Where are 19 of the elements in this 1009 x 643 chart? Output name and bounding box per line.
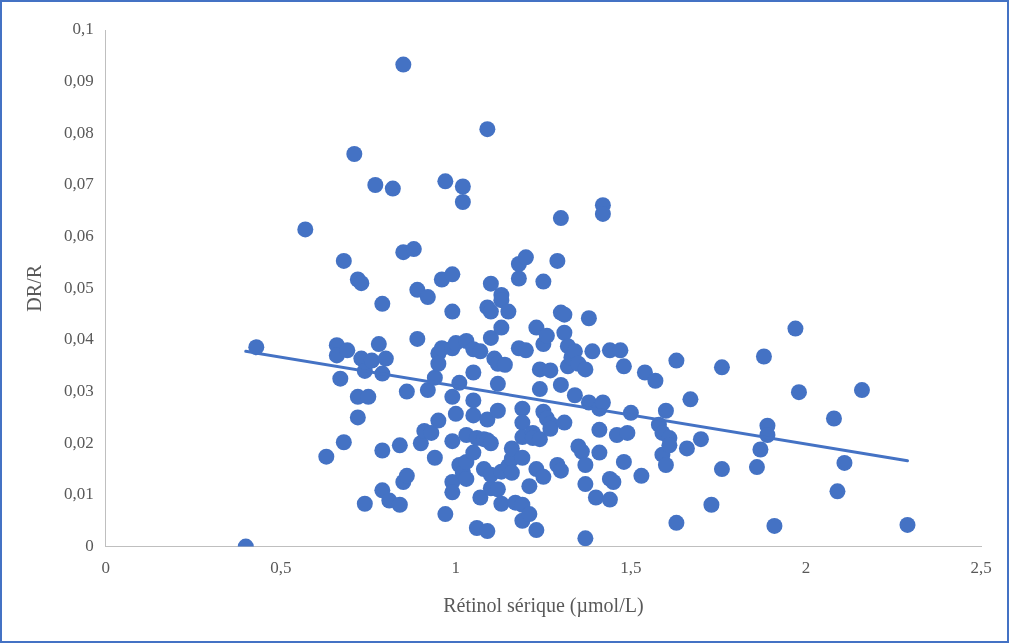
x-tick-label: 1	[451, 558, 461, 578]
x-axis-title: Rétinol sérique (µmol/L)	[443, 594, 644, 618]
y-tick-label: 0,04	[64, 329, 95, 349]
y-tick-label: 0,09	[64, 71, 94, 91]
y-tick-label: 0,02	[64, 432, 94, 452]
x-tick-label: 1,5	[620, 558, 642, 578]
x-tick-label: 2	[801, 558, 811, 578]
y-tick-label: 0,03	[64, 381, 94, 401]
y-tick-label: 0,01	[64, 484, 94, 504]
x-tick-label: 0,5	[270, 558, 292, 578]
y-tick-label: 0,07	[64, 174, 95, 194]
y-tick-label: 0,05	[64, 277, 94, 297]
y-tick-label: 0	[85, 536, 94, 556]
x-tick-label: 0	[101, 558, 110, 578]
y-tick-label: 0,1	[72, 19, 94, 39]
y-axis-title: DR/R	[23, 264, 46, 312]
y-tick-label: 0,06	[64, 226, 94, 246]
y-tick-label: 0,08	[64, 122, 94, 142]
x-tick-label: 2,5	[970, 558, 992, 578]
